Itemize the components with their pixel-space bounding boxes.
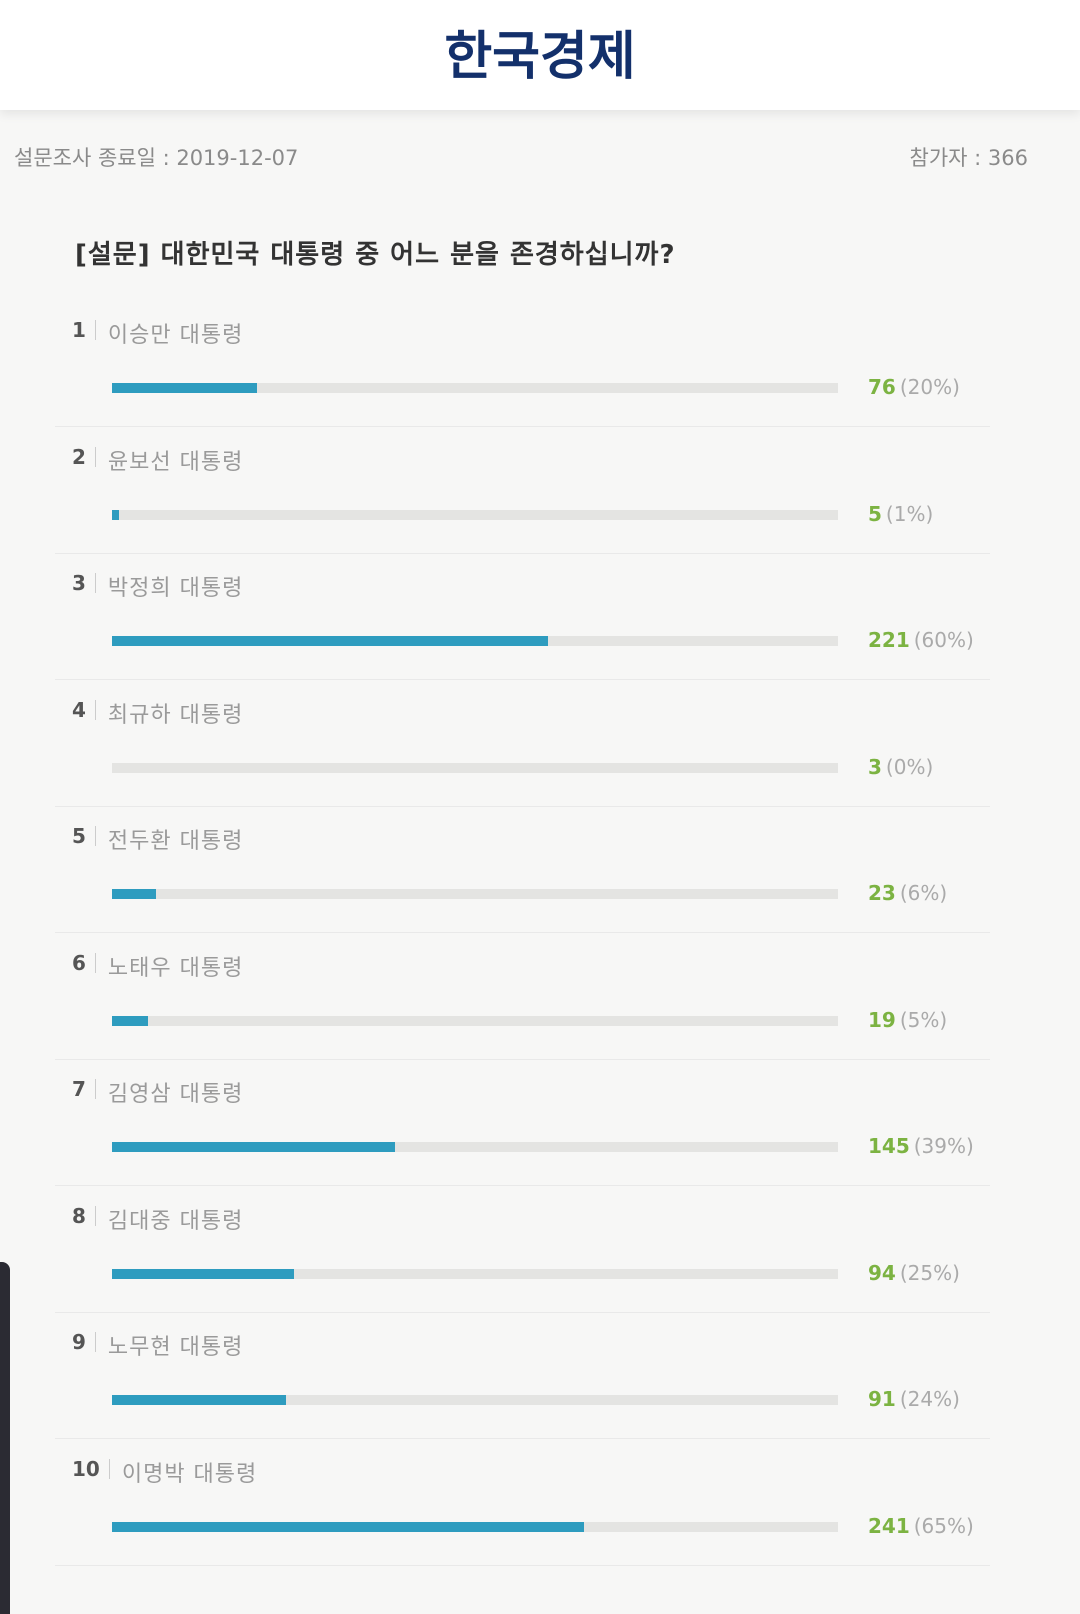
vote-percent: (39%) — [913, 1134, 974, 1158]
poll-option: 10 이명박 대통령 241 (65%) — [55, 1439, 990, 1566]
vote-percent: (1%) — [885, 501, 934, 526]
vote-count: 241 — [868, 1513, 910, 1538]
poll-question: [설문] 대한민국 대통령 중 어느 분을 존경하십니까? — [75, 240, 676, 270]
poll-option: 7 김영삼 대통령 145 (39%) — [55, 1059, 990, 1186]
option-name: 전두환 대통령 — [107, 829, 244, 854]
vote-percent: (65%) — [913, 1513, 974, 1538]
option-name: 김대중 대통령 — [107, 1208, 244, 1234]
option-rank: 6 — [72, 950, 86, 975]
bar-track — [112, 762, 838, 773]
separator — [94, 952, 96, 973]
poll-option: 5 전두환 대통령 23 (6%) — [55, 806, 990, 933]
option-rank: 1 — [72, 318, 86, 342]
option-name: 이명박 대통령 — [121, 1461, 258, 1487]
separator — [94, 699, 96, 720]
separator — [108, 1458, 110, 1479]
option-rank: 7 — [72, 1077, 86, 1101]
option-name: 박정희 대통령 — [107, 576, 244, 601]
header: 한국경제 — [0, 0, 1080, 110]
bar-track — [112, 1015, 838, 1026]
bar-track — [112, 509, 838, 520]
vote-percent: (20%) — [899, 375, 960, 399]
result: 19 (5%) — [868, 1008, 947, 1032]
poll-option: 1 이승만 대통령 76 (20%) — [55, 300, 990, 427]
result: 145 (39%) — [868, 1134, 974, 1158]
separator — [94, 1079, 96, 1099]
vote-count: 3 — [868, 754, 882, 779]
vote-count: 145 — [868, 1134, 910, 1158]
bar — [112, 509, 120, 520]
bar — [112, 1142, 396, 1152]
option-rank: 5 — [72, 824, 86, 848]
separator — [94, 320, 96, 340]
bar — [112, 1521, 584, 1532]
bar — [112, 1268, 294, 1279]
vote-count: 76 — [868, 375, 896, 399]
vote-percent: (0%) — [885, 754, 934, 779]
poll-option: 4 최규하 대통령 3 (0%) — [55, 680, 990, 807]
bar — [112, 383, 258, 393]
vote-count: 94 — [868, 1260, 896, 1285]
bar-track — [112, 1142, 838, 1152]
vote-percent: (60%) — [913, 628, 974, 652]
header-title: 한국경제 — [444, 27, 636, 87]
result: 76 (20%) — [868, 375, 960, 399]
bar-track — [112, 383, 838, 393]
option-rank: 2 — [72, 444, 86, 469]
result: 3 (0%) — [868, 755, 933, 779]
poll-option: 9 노무현 대통령 91 (24%) — [55, 1312, 990, 1439]
bar-track — [112, 1521, 838, 1532]
bar — [112, 636, 548, 646]
option-rank: 10 — [72, 1456, 100, 1481]
result: 241 (65%) — [868, 1514, 974, 1538]
option-rank: 3 — [72, 571, 86, 595]
bar-track — [112, 636, 838, 646]
bar — [112, 1395, 287, 1405]
vote-percent: (25%) — [899, 1260, 960, 1285]
separator — [94, 446, 96, 467]
separator — [94, 573, 96, 593]
vote-percent: (24%) — [899, 1387, 960, 1411]
bar-track — [112, 1395, 838, 1405]
separator — [94, 1332, 96, 1352]
result: 91 (24%) — [868, 1387, 960, 1411]
vote-count: 91 — [868, 1387, 896, 1411]
vote-count: 23 — [868, 881, 896, 905]
poll-option: 2 윤보선 대통령 5 (1%) — [55, 427, 990, 554]
separator — [94, 1205, 96, 1226]
separator — [94, 826, 96, 846]
vote-count: 19 — [868, 1007, 896, 1032]
result: 94 (25%) — [868, 1261, 960, 1285]
bar-track — [112, 1268, 838, 1279]
vote-count: 221 — [868, 628, 910, 652]
vote-percent: (6%) — [899, 881, 948, 905]
survey-end-date: 설문조사 종료일 : 2019-12-07 — [14, 146, 299, 170]
side-tab — [0, 1262, 10, 1614]
option-rank: 9 — [72, 1330, 86, 1354]
option-name: 노태우 대통령 — [107, 955, 244, 981]
bar-track — [112, 889, 838, 899]
poll-option: 3 박정희 대통령 221 (60%) — [55, 553, 990, 680]
bar — [112, 889, 156, 899]
option-name: 윤보선 대통령 — [107, 449, 244, 475]
poll-option: 6 노태우 대통령 19 (5%) — [55, 933, 990, 1060]
survey-participants: 참가자 : 366 — [909, 146, 1028, 170]
option-name: 이승만 대통령 — [107, 323, 244, 348]
option-rank: 4 — [72, 697, 86, 722]
result: 5 (1%) — [868, 502, 933, 526]
vote-percent: (5%) — [899, 1007, 948, 1032]
vote-count: 5 — [868, 501, 882, 526]
result: 23 (6%) — [868, 881, 947, 905]
bar — [112, 1015, 149, 1026]
poll-option: 8 김대중 대통령 94 (25%) — [55, 1186, 990, 1313]
option-name: 노무현 대통령 — [107, 1335, 244, 1360]
option-rank: 8 — [72, 1203, 86, 1228]
result: 221 (60%) — [868, 628, 974, 652]
option-name: 최규하 대통령 — [107, 702, 244, 728]
option-name: 김영삼 대통령 — [107, 1082, 244, 1107]
